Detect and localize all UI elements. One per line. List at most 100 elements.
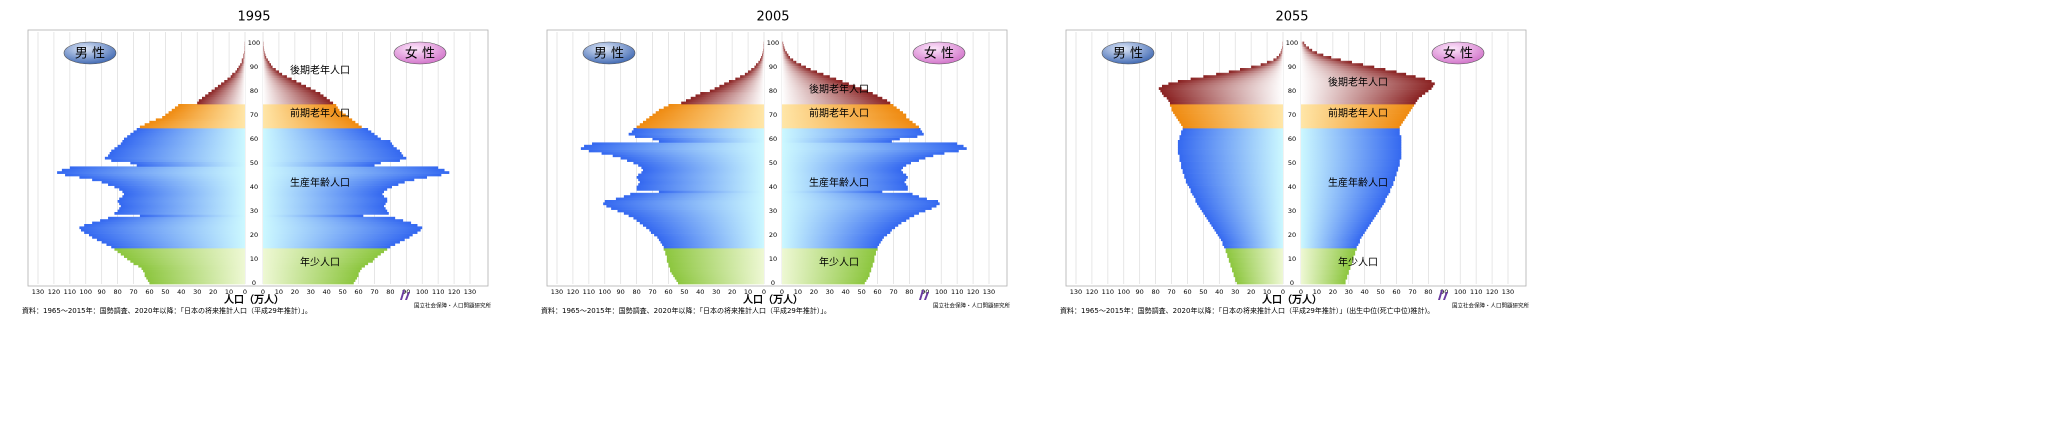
male-bar: [1227, 253, 1283, 256]
female-bar: [782, 152, 944, 155]
male-bar: [589, 150, 764, 153]
male-bar: [633, 162, 764, 165]
male-bar: [758, 61, 764, 64]
female-bar: [263, 85, 306, 88]
male-bar: [130, 260, 245, 263]
female-bar: [263, 66, 273, 69]
male-bar: [130, 133, 245, 136]
female-bar: [263, 58, 268, 61]
female-bar: [1301, 73, 1406, 76]
female-bar: [1301, 150, 1401, 153]
x-tick-label: 120: [1086, 288, 1098, 296]
male-bar: [215, 87, 245, 90]
male-bar: [1226, 250, 1283, 253]
male-bar: [145, 123, 245, 126]
female-bar: [1301, 190, 1390, 193]
male-bar: [1229, 70, 1283, 73]
age-tick-label: 50: [1288, 159, 1296, 167]
female-bar: [1301, 49, 1312, 52]
female-bar: [1301, 236, 1362, 239]
x-tick-label: 90: [617, 288, 625, 296]
male-bar: [1181, 164, 1283, 167]
female-bar: [782, 138, 900, 141]
female-bar: [1301, 174, 1397, 177]
male-bar: [653, 114, 764, 117]
x-tick-label: 60: [1392, 288, 1400, 296]
female-bar: [263, 279, 355, 282]
male-bar: [1186, 181, 1283, 184]
female-bar: [1301, 121, 1403, 124]
female-bar: [263, 272, 359, 275]
male-bar: [662, 243, 764, 246]
x-tick-label: 60: [873, 288, 881, 296]
male-bar: [761, 56, 764, 59]
x-tick-label: 50: [161, 288, 169, 296]
female-bar: [782, 253, 876, 256]
male-bar: [659, 140, 764, 143]
x-tick-label: 70: [370, 288, 378, 296]
male-bar: [668, 262, 764, 265]
male-bar: [592, 142, 764, 145]
legend-label: 女 性: [405, 46, 435, 62]
x-tick-label: 120: [967, 288, 979, 296]
female-bar: [263, 128, 368, 131]
male-bar: [603, 202, 764, 205]
male-bar: [138, 265, 245, 268]
age-tick-label: 30: [769, 207, 777, 215]
male-bar: [124, 255, 245, 258]
male-bar: [1202, 210, 1283, 213]
age-tick-label: 70: [769, 111, 777, 119]
female-bar: [263, 226, 422, 229]
male-bar: [1168, 99, 1283, 102]
female-bar: [782, 236, 884, 239]
male-bar: [149, 121, 245, 124]
x-tick-label: 20: [291, 288, 299, 296]
male-bar: [89, 234, 245, 237]
male-bar: [199, 99, 245, 102]
female-bar: [263, 56, 266, 59]
male-bar: [1160, 90, 1283, 93]
female-bar: [1301, 270, 1349, 273]
female-bar: [263, 164, 374, 167]
chart-title: 2005: [756, 10, 789, 25]
male-bar: [1168, 82, 1283, 85]
male-bar: [670, 267, 764, 270]
male-bar: [118, 200, 245, 203]
male-bar: [235, 70, 245, 73]
age-group-label: 生産年齢人口: [1328, 176, 1388, 189]
female-bar: [1301, 68, 1385, 71]
x-tick-label: 110: [1470, 288, 1482, 296]
x-tick-label: 70: [648, 288, 656, 296]
x-tick-label: 130: [32, 288, 44, 296]
age-group-label: 生産年齢人口: [809, 176, 869, 189]
x-tick-label: 20: [728, 288, 736, 296]
female-bar: [1301, 126, 1400, 129]
x-tick-label: 80: [905, 288, 913, 296]
female-bar: [782, 272, 870, 275]
male-bar: [1183, 171, 1283, 174]
x-tick-label: 40: [323, 288, 331, 296]
male-bar: [242, 61, 245, 64]
female-bar: [1301, 140, 1401, 143]
female-bar: [1301, 169, 1398, 172]
male-bar: [1178, 142, 1283, 145]
x-tick-label: 20: [1329, 288, 1337, 296]
male-bar: [638, 164, 764, 167]
male-bar: [756, 63, 764, 66]
male-bar: [1178, 150, 1283, 153]
female-bar: [1301, 142, 1401, 145]
female-bar: [263, 138, 381, 141]
x-tick-label: 90: [1136, 288, 1144, 296]
male-bar: [1170, 102, 1283, 105]
age-tick-label: 60: [769, 135, 777, 143]
female-bar: [1301, 205, 1382, 208]
female-bar: [1301, 61, 1352, 64]
female-bar: [782, 282, 865, 285]
female-bar: [1301, 159, 1400, 162]
female-bar: [782, 102, 890, 105]
x-tick-label: 40: [842, 288, 850, 296]
female-bar: [782, 243, 879, 246]
female-bar: [1301, 157, 1401, 160]
male-bar: [1216, 73, 1283, 76]
female-bar: [263, 49, 264, 52]
